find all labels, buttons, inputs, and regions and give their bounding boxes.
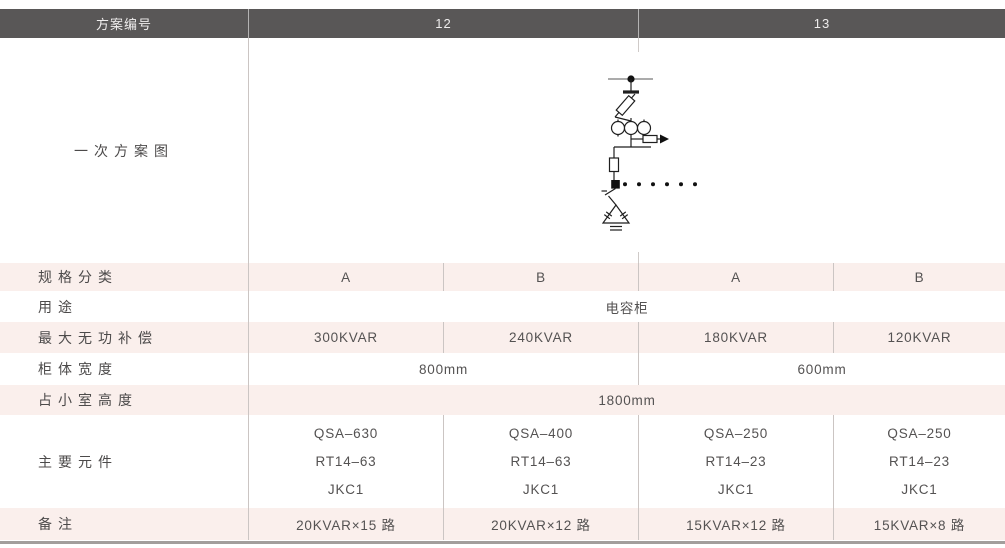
remarks-12b: 20KVAR×12 路 [443, 508, 638, 540]
cabinet-width-label: 柜体宽度 [38, 361, 118, 377]
remarks-13a: 15KVAR×12 路 [638, 508, 833, 540]
branch-fuse-symbol [608, 139, 651, 180]
room-height-label: 占小室高度 [38, 392, 138, 408]
table-bottom-border [0, 541, 1005, 544]
max-var-label: 最大无功补偿 [38, 329, 158, 346]
component-line: QSA–250 [703, 425, 769, 441]
primary-scheme-circuit-diagram [556, 52, 716, 252]
remarks-12a: 20KVAR×15 路 [248, 508, 443, 540]
main-components-label: 主要元件 [38, 453, 118, 470]
component-line: JKC1 [327, 481, 365, 497]
spec-class-12a: A [248, 263, 443, 291]
primary-diagram-canvas-cell [248, 38, 1005, 263]
spec-class-label: 规格分类 [38, 269, 118, 285]
scheme-12-number: 12 [435, 16, 452, 31]
scheme-spec-table: 方案编号 12 13 一次方案图 [0, 9, 1005, 544]
diagram-background [556, 52, 716, 252]
header-label: 方案编号 [95, 17, 152, 32]
room-height-row: 占小室高度 1800mm [0, 385, 1005, 415]
component-line: QSA–630 [313, 425, 379, 441]
remarks-row: 备注 20KVAR×15 路 20KVAR×12 路 15KVAR×12 路 1… [0, 508, 1005, 540]
max-var-12b: 240KVAR [443, 322, 638, 353]
component-line: JKC1 [901, 481, 938, 497]
component-line: QSA–400 [508, 425, 574, 441]
cabinet-width-12: 800mm [248, 353, 638, 385]
metering-branch-symbol [631, 134, 669, 144]
usage-label: 用途 [38, 298, 78, 315]
main-components-13b: QSA–250 RT14–23 JKC1 [833, 415, 1005, 508]
remarks-label: 备注 [38, 516, 78, 532]
component-line: JKC1 [522, 481, 560, 497]
current-transformers-symbol [610, 118, 652, 139]
header-cell-scheme-13: 13 [638, 9, 1005, 38]
max-var-12a: 300KVAR [248, 322, 443, 353]
scheme-13-number: 13 [813, 16, 831, 31]
cabinet-width-13: 600mm [638, 353, 1005, 385]
max-var-row: 最大无功补偿 300KVAR 240KVAR 180KVAR 120KVAR [0, 322, 1005, 353]
component-line: RT14–63 [315, 453, 377, 469]
spec-class-13a: A [638, 263, 833, 291]
spec-class-row: 规格分类 A B A B [0, 263, 1005, 291]
contactor-symbol [601, 180, 620, 206]
spec-class-12b: B [443, 263, 638, 291]
primary-diagram-label: 一次方案图 [74, 142, 174, 159]
header-row: 方案编号 12 13 [0, 9, 1005, 38]
main-components-12a: QSA–630 RT14–63 JKC1 [248, 415, 443, 508]
component-line: QSA–250 [887, 425, 952, 441]
room-height-value: 1800mm [248, 385, 1005, 415]
repeat-branches-dots [623, 182, 697, 187]
component-line: RT14–63 [510, 453, 572, 469]
capacitor-bank-symbol [601, 203, 631, 231]
max-var-13b: 120KVAR [833, 322, 1005, 353]
arrow-icon [660, 134, 669, 144]
max-var-13a: 180KVAR [638, 322, 833, 353]
primary-diagram-row: 一次方案图 [0, 38, 1005, 263]
usage-value: 电容柜 [248, 291, 1005, 322]
main-components-13a: QSA–250 RT14–23 JKC1 [638, 415, 833, 508]
remarks-13b: 15KVAR×8 路 [833, 508, 1005, 540]
component-line: JKC1 [717, 481, 755, 497]
cabinet-width-row: 柜体宽度 800mm 600mm [0, 353, 1005, 385]
component-line: RT14–23 [705, 453, 767, 469]
header-cell-scheme-12: 12 [248, 9, 638, 38]
header-cell-scheme-number: 方案编号 [0, 9, 248, 38]
component-line: RT14–23 [889, 453, 950, 469]
primary-diagram-label-cell: 一次方案图 [0, 38, 248, 263]
usage-row: 用途 电容柜 [0, 291, 1005, 322]
main-components-12b: QSA–400 RT14–63 JKC1 [443, 415, 638, 508]
fuse-disconnector-symbol [614, 93, 636, 122]
main-components-row: 主要元件 QSA–630 RT14–63 JKC1 QSA–400 RT14–6… [0, 415, 1005, 508]
busbar-symbol [608, 75, 653, 94]
spec-class-13b: B [833, 263, 1005, 291]
